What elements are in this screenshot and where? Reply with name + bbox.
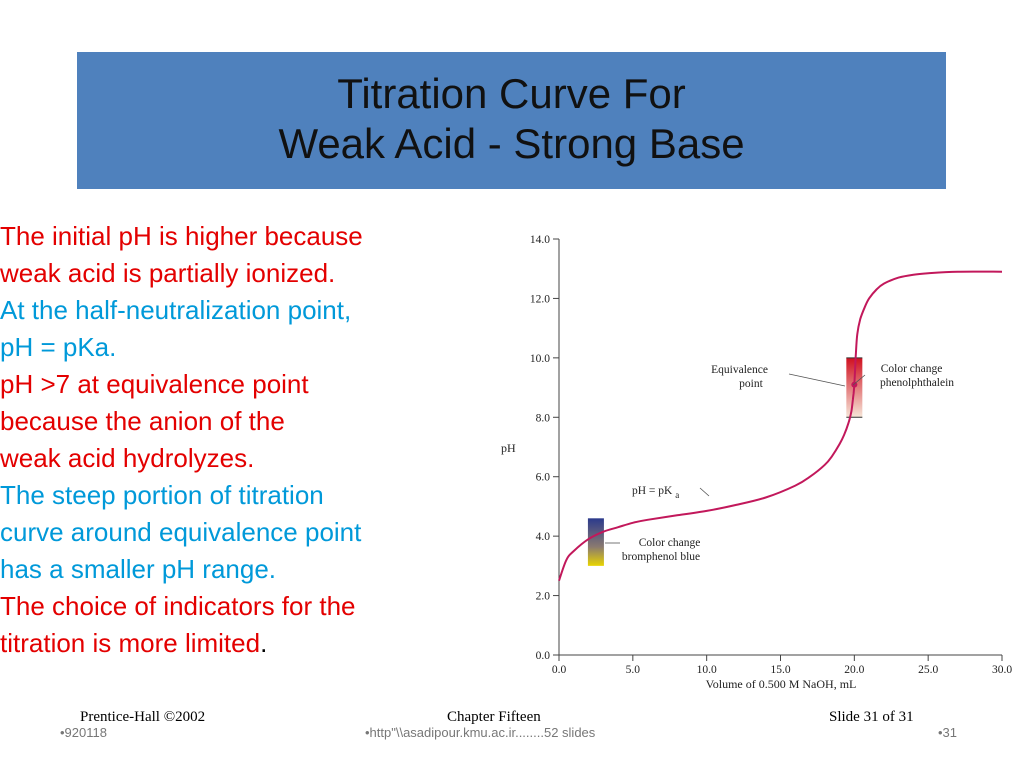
bullet-text: titration is more limited [0,628,261,658]
subfooter-right: •31 [938,725,958,740]
pka-annotation: pH = pK a [632,485,679,500]
callout-lines [605,373,866,544]
annotation-line: pH = pK [632,485,673,497]
y-tick-label: 14.0 [530,234,550,246]
footer-left: Prentice-Hall ©2002 [80,709,206,725]
annotation-line: point [739,378,763,390]
y-tick-label: 2.0 [536,591,551,603]
x-tick-label: 25.0 [918,664,938,676]
phenolphthalein-annotation: Color change phenolphthalein [880,363,954,389]
y-tick-label: 12.0 [530,293,550,305]
annotation-line: Color change [639,537,701,549]
x-tick-label: 0.0 [552,664,567,676]
footer-right: Slide 31 of 31 [829,709,914,725]
title-line-2: Weak Acid - Strong Base [278,120,745,167]
y-tick-label: 8.0 [536,412,551,424]
annotation-line: phenolphthalein [880,377,954,389]
footer-center: Chapter Fifteen [447,709,541,725]
bullet-line: curve around equivalence point [0,517,362,547]
indicator-layer [587,357,863,566]
x-axis-label: Volume of 0.500 M NaOH, mL [706,677,857,691]
x-tick-label: 5.0 [626,664,641,676]
pka-leader [699,487,710,497]
subfooter-center: •http"\\asadipour.kmu.ac.ir........52 sl… [365,725,596,740]
x-tick-label: 10.0 [697,664,717,676]
titration-chart: 0.0 2.0 4.0 6.0 8.0 10.0 12.0 14.0 0.0 5.0 10.0 15.… [501,234,1012,691]
x-tick-label: 30.0 [992,664,1012,676]
annotation-line: Color change [881,363,943,375]
bullet-line: pH >7 at equivalence point [0,369,309,399]
bullet-line: has a smaller pH range. [0,554,277,584]
bullet-line: The initial pH is higher because [0,221,363,251]
bullet-line: The steep portion of titration [0,480,324,510]
titration-curve [558,270,1003,582]
bullet-line: weak acid hydrolyzes. [0,443,255,473]
bullet-line: pH = pKa. [0,332,117,362]
x-tick-label: 20.0 [844,664,864,676]
bullet-line: titration is more limited. [0,625,485,662]
equivalence-annotation: Equivalence point [711,364,771,390]
tick-layer: 0.0 2.0 4.0 6.0 8.0 10.0 12.0 14.0 0.0 5.0 10.0 15.… [530,234,1012,676]
slide-title: Titration Curve For Weak Acid - Strong B… [77,52,946,189]
equivalence-leader [788,373,846,387]
y-tick-label: 4.0 [536,531,551,543]
subfooter-left: •920118 [60,725,107,740]
annotations: Equivalence point Color change phenolpht… [622,363,954,563]
y-tick-label: 0.0 [536,650,551,662]
bullet-line: The choice of indicators for the [0,591,356,621]
y-axis-label: pH [501,441,516,455]
y-tick-label: 6.0 [536,472,551,484]
bullet-line: weak acid is partially ionized. [0,258,336,288]
bullet-list: The initial pH is higher because weak ac… [0,218,485,662]
bullet-line: because the anion of the [0,406,285,436]
bromphenol-annotation: Color change bromphenol blue [622,537,703,563]
annotation-line: Equivalence [711,364,768,376]
title-line-1: Titration Curve For [337,70,686,117]
bullet-period: . [260,628,268,658]
y-tick-label: 10.0 [530,353,550,365]
bullet-line: At the half-neutralization point, [0,295,352,325]
phenolphthalein-leader [852,374,866,386]
bromphenol-blue-band [587,518,604,566]
annotation-subscript: a [675,490,679,500]
annotation-line: bromphenol blue [622,551,700,563]
x-tick-label: 15.0 [770,664,790,676]
